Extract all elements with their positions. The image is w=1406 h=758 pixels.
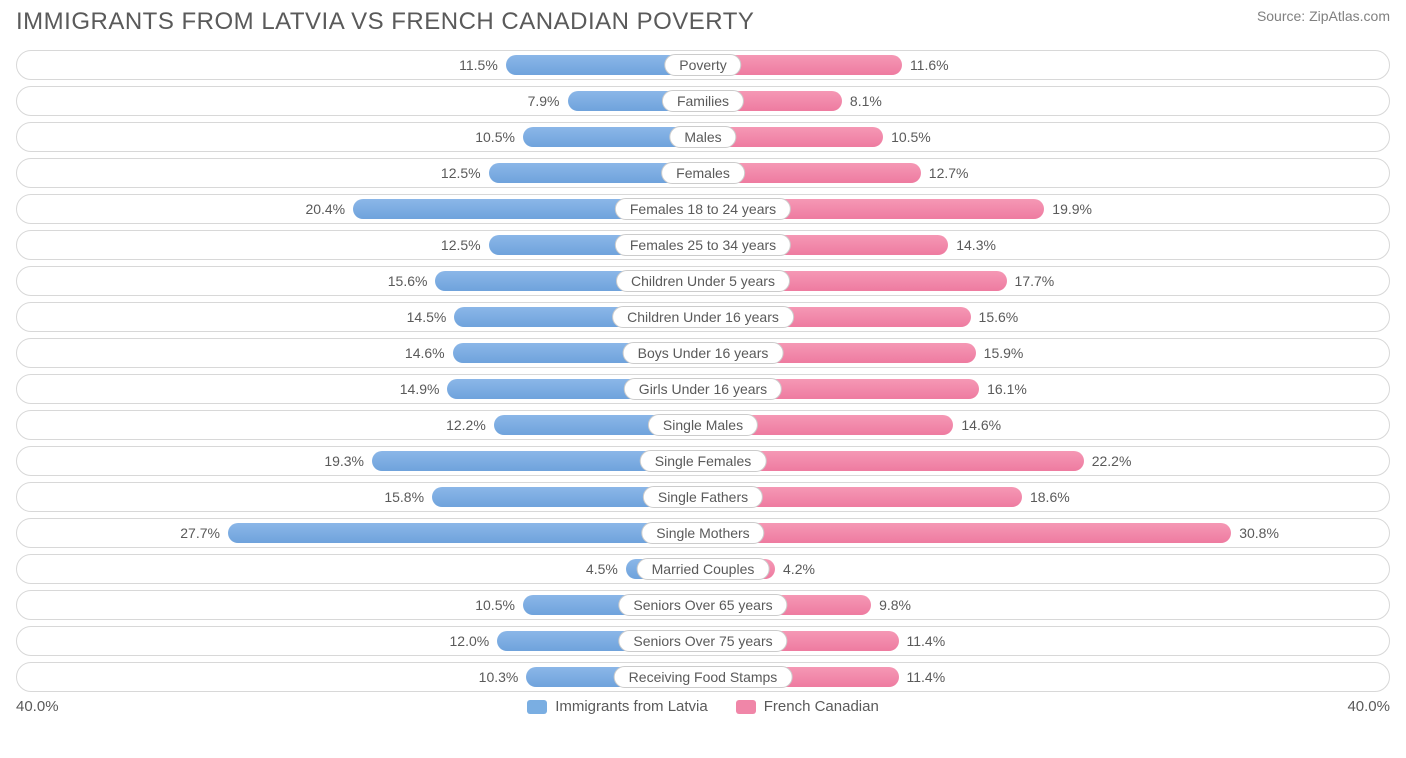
value-label-left: 14.9%	[400, 375, 448, 403]
category-label: Single Fathers	[643, 486, 763, 508]
legend-swatch-right	[736, 700, 756, 714]
value-label-right: 15.6%	[971, 303, 1019, 331]
category-label: Married Couples	[637, 558, 770, 580]
chart-row: 14.9% 16.1% Girls Under 16 years	[16, 374, 1390, 404]
legend-label-right: French Canadian	[764, 698, 879, 715]
category-label: Receiving Food Stamps	[614, 666, 793, 688]
value-label-left: 10.3%	[479, 663, 527, 691]
header: IMMIGRANTS FROM LATVIA VS FRENCH CANADIA…	[16, 8, 1390, 36]
chart-row: 27.7% 30.8% Single Mothers	[16, 518, 1390, 548]
chart-row: 4.5% 4.2%Married Couples	[16, 554, 1390, 584]
category-label: Single Mothers	[641, 522, 764, 544]
chart-footer: 40.0% Immigrants from Latvia French Cana…	[16, 698, 1390, 715]
chart-row: 12.2% 14.6% Single Males	[16, 410, 1390, 440]
chart-row: 12.5% 14.3% Females 25 to 34 years	[16, 230, 1390, 260]
chart-row: 20.4% 19.9% Females 18 to 24 years	[16, 194, 1390, 224]
chart-row: 7.9% 8.1% Families	[16, 86, 1390, 116]
category-label: Children Under 5 years	[616, 270, 790, 292]
value-label-left: 10.5%	[475, 591, 523, 619]
value-label-left: 20.4%	[305, 195, 353, 223]
value-label-left: 11.5%	[459, 51, 506, 79]
category-label: Single Males	[648, 414, 758, 436]
chart-row: 12.0% 11.4% Seniors Over 75 years	[16, 626, 1390, 656]
source-attribution: Source: ZipAtlas.com	[1257, 8, 1390, 24]
value-label-left: 7.9%	[528, 87, 568, 115]
legend: Immigrants from Latvia French Canadian	[96, 698, 1310, 715]
axis-max-right: 40.0%	[1310, 698, 1390, 715]
value-label-left: 14.6%	[405, 339, 453, 367]
value-label-left: 12.0%	[450, 627, 498, 655]
value-label-right: 11.6%	[902, 51, 949, 79]
category-label: Girls Under 16 years	[624, 378, 782, 400]
category-label: Females 25 to 34 years	[615, 234, 791, 256]
value-label-right: 14.3%	[948, 231, 996, 259]
legend-label-left: Immigrants from Latvia	[555, 698, 708, 715]
category-label: Single Females	[640, 450, 767, 472]
chart-row: 10.3% 11.4% Receiving Food Stamps	[16, 662, 1390, 692]
category-label: Females	[661, 162, 745, 184]
value-label-right: 11.4%	[899, 663, 946, 691]
value-label-right: 22.2%	[1084, 447, 1132, 475]
value-label-left: 12.2%	[446, 411, 494, 439]
chart-row: 10.5% 10.5% Males	[16, 122, 1390, 152]
value-label-left: 10.5%	[475, 123, 523, 151]
category-label: Children Under 16 years	[612, 306, 794, 328]
value-label-right: 18.6%	[1022, 483, 1070, 511]
chart-title: IMMIGRANTS FROM LATVIA VS FRENCH CANADIA…	[16, 8, 754, 36]
axis-max-left: 40.0%	[16, 698, 96, 715]
chart-row: 14.5% 15.6% Children Under 16 years	[16, 302, 1390, 332]
value-label-right: 17.7%	[1007, 267, 1055, 295]
legend-item-right: French Canadian	[736, 698, 879, 715]
chart-row: 15.8% 18.6% Single Fathers	[16, 482, 1390, 512]
value-label-left: 15.6%	[388, 267, 436, 295]
value-label-right: 15.9%	[976, 339, 1024, 367]
value-label-left: 15.8%	[384, 483, 432, 511]
value-label-left: 27.7%	[180, 519, 228, 547]
value-label-right: 8.1%	[842, 87, 882, 115]
diverging-bar-chart: 11.5%11.6%Poverty7.9%8.1%Families10.5%10…	[16, 50, 1390, 692]
value-label-left: 12.5%	[441, 231, 489, 259]
chart-row: 14.6% 15.9% Boys Under 16 years	[16, 338, 1390, 368]
category-label: Seniors Over 65 years	[618, 594, 787, 616]
chart-row: 15.6% 17.7% Children Under 5 years	[16, 266, 1390, 296]
chart-row: 12.5% 12.7% Females	[16, 158, 1390, 188]
category-label: Boys Under 16 years	[623, 342, 784, 364]
value-label-left: 4.5%	[586, 555, 626, 583]
value-label-right: 30.8%	[1231, 519, 1279, 547]
category-label: Seniors Over 75 years	[618, 630, 787, 652]
category-label: Females 18 to 24 years	[615, 198, 791, 220]
value-label-right: 4.2%	[775, 555, 815, 583]
value-label-left: 19.3%	[324, 447, 372, 475]
value-label-right: 19.9%	[1044, 195, 1092, 223]
bar-left	[228, 523, 703, 543]
chart-row: 11.5% 11.6% Poverty	[16, 50, 1390, 80]
value-label-right: 16.1%	[979, 375, 1027, 403]
legend-item-left: Immigrants from Latvia	[527, 698, 708, 715]
chart-row: 19.3% 22.2% Single Females	[16, 446, 1390, 476]
value-label-left: 14.5%	[407, 303, 455, 331]
bar-right	[703, 523, 1231, 543]
category-label: Families	[662, 90, 744, 112]
chart-row: 10.5% 9.8% Seniors Over 65 years	[16, 590, 1390, 620]
value-label-right: 14.6%	[953, 411, 1001, 439]
value-label-right: 12.7%	[921, 159, 969, 187]
category-label: Poverty	[664, 54, 741, 76]
value-label-left: 12.5%	[441, 159, 489, 187]
value-label-right: 11.4%	[899, 627, 946, 655]
value-label-right: 9.8%	[871, 591, 911, 619]
legend-swatch-left	[527, 700, 547, 714]
category-label: Males	[669, 126, 736, 148]
value-label-right: 10.5%	[883, 123, 931, 151]
